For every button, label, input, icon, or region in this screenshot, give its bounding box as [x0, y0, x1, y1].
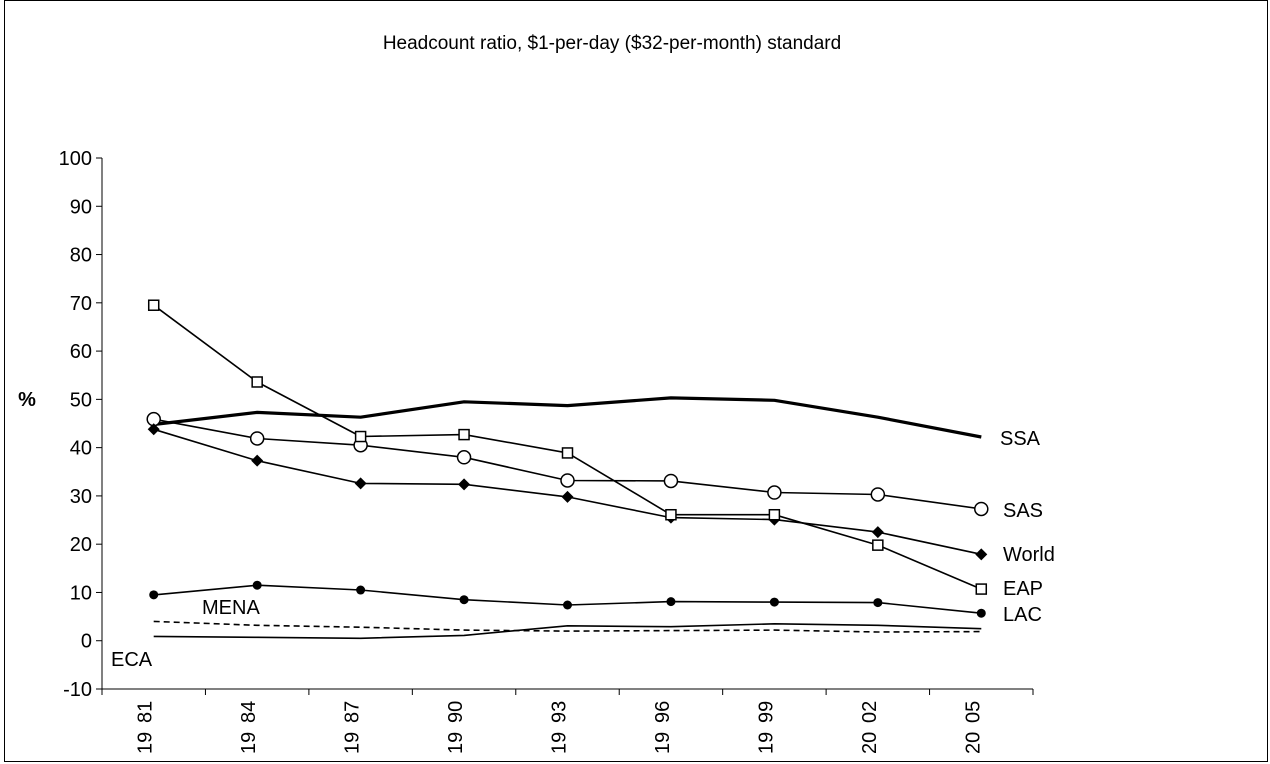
- data-point-sas: [974, 501, 989, 517]
- y-tick-label: 70: [70, 293, 92, 315]
- series-eca-line: [153, 622, 982, 640]
- y-tick-label: 60: [70, 341, 92, 363]
- data-point-lac: [459, 595, 469, 605]
- data-point-sas: [249, 431, 265, 446]
- y-axis-label: %: [18, 389, 36, 411]
- data-point-world: [354, 477, 367, 490]
- y-tick-label: 100: [59, 148, 92, 170]
- x-tick-label-part: 90: [445, 701, 467, 723]
- x-tick-label-part: 84: [238, 701, 260, 723]
- data-point-lac: [976, 608, 986, 618]
- series-label-world: World: [1003, 544, 1055, 566]
- data-point-eap: [665, 508, 677, 521]
- y-tick-label: 40: [70, 438, 92, 460]
- series-label-mena: MENA: [202, 597, 260, 619]
- x-tick-label-part: 19: [135, 732, 157, 754]
- axes: -100102030405060708090100198119841987199…: [59, 148, 1034, 754]
- data-point-eap: [147, 299, 160, 311]
- data-point-eap: [768, 508, 781, 521]
- data-point-lac: [769, 597, 779, 607]
- series-eap-line: [153, 304, 982, 590]
- series-ssa: [153, 396, 982, 439]
- data-point-sas: [767, 485, 782, 500]
- data-point-lac: [666, 597, 676, 607]
- x-tick-label-part: 93: [549, 701, 571, 723]
- x-tick-label-part: 20: [962, 732, 984, 754]
- x-tick-label-part: 19: [652, 732, 674, 754]
- data-point-lac: [563, 600, 572, 610]
- x-tick-label-part: 05: [962, 701, 984, 723]
- data-point-world: [251, 454, 264, 467]
- x-tick-label-part: 99: [755, 701, 777, 723]
- data-point-lac: [873, 598, 883, 608]
- data-point-sas: [870, 487, 886, 502]
- data-point-eap: [251, 376, 263, 388]
- data-point-sas: [663, 473, 679, 489]
- data-point-world: [147, 423, 160, 436]
- x-tick-label-part: 02: [859, 701, 881, 723]
- series-lines: [146, 299, 989, 640]
- data-point-lac: [356, 585, 366, 595]
- series-mena-line: [153, 620, 982, 633]
- data-point-eap: [458, 428, 470, 441]
- data-point-eap: [354, 430, 367, 443]
- y-tick-label: 0: [81, 631, 92, 653]
- y-tick-label: 50: [70, 389, 92, 411]
- series-label-sas: SAS: [1003, 500, 1043, 522]
- x-tick-label-part: 96: [652, 701, 674, 723]
- data-point-sas: [560, 473, 575, 488]
- y-tick-label: 30: [70, 486, 92, 508]
- series-label-eca: ECA: [111, 649, 153, 671]
- series-ssa-line: [153, 396, 982, 439]
- series-mena: [153, 620, 982, 633]
- x-tick-label-part: 19: [549, 732, 571, 754]
- x-tick-label-part: 19: [238, 732, 260, 754]
- data-point-sas: [456, 450, 472, 465]
- series-eca: [153, 622, 982, 640]
- x-tick-label-part: 19: [755, 732, 777, 754]
- data-point-world: [975, 548, 988, 561]
- x-tick-label-part: 81: [135, 701, 157, 723]
- data-point-eap: [561, 447, 574, 459]
- series-eap: [147, 299, 988, 595]
- series-label-eap: EAP: [1003, 578, 1043, 600]
- data-point-eap: [975, 583, 988, 595]
- x-tick-label-part: 19: [445, 732, 467, 754]
- chart-frame: [4, 0, 1268, 762]
- y-tick-label: 10: [70, 582, 92, 604]
- x-tick-label-part: 19: [342, 732, 364, 754]
- data-point-world: [871, 526, 884, 539]
- chart-title: Headcount ratio, $1-per-day ($32-per-mon…: [383, 33, 841, 54]
- data-point-lac: [149, 590, 159, 600]
- data-point-world: [561, 490, 574, 503]
- y-tick-label: 80: [70, 245, 92, 267]
- y-tick-label: -10: [63, 679, 92, 701]
- x-tick-label-part: 87: [342, 701, 364, 723]
- series-lac: [149, 580, 986, 618]
- x-tick-label-part: 20: [859, 732, 881, 754]
- data-point-lac: [252, 580, 262, 590]
- y-tick-label: 90: [70, 196, 92, 218]
- data-point-eap: [872, 539, 884, 551]
- data-point-world: [458, 478, 471, 491]
- series-label-lac: LAC: [1003, 604, 1042, 626]
- series-label-ssa: SSA: [1000, 428, 1041, 450]
- y-tick-label: 20: [70, 534, 92, 556]
- series-labels: SSA SAS World EAP LAC MENA ECA: [111, 428, 1055, 671]
